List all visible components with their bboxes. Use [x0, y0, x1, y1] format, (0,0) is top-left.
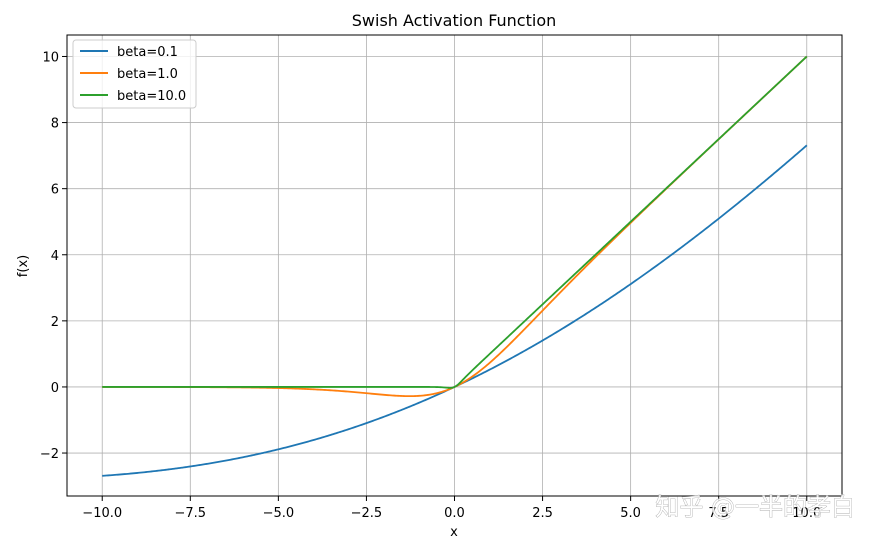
x-tick-label: −2.5	[351, 506, 383, 521]
y-tick-label: 8	[51, 117, 59, 132]
legend-label: beta=1.0	[117, 67, 178, 82]
y-tick-label: −2	[40, 447, 59, 462]
legend-label: beta=10.0	[117, 89, 186, 104]
x-axis-ticks: −10.0 −7.5 −5.0 −2.5 0.0 2.5 5.0 7.5 10.0	[82, 496, 821, 521]
y-tick-label: 2	[51, 315, 59, 330]
x-tick-label: −5.0	[263, 506, 295, 521]
series-line-beta-10-0	[102, 55, 808, 389]
x-tick-label: 7.5	[708, 506, 729, 521]
x-tick-label: −7.5	[175, 506, 207, 521]
y-tick-label: 10	[42, 50, 59, 65]
x-tick-label: 10.0	[792, 506, 821, 521]
watermark: 知乎 @一半的孝白	[655, 493, 855, 521]
x-tick-label: 0.0	[444, 506, 465, 521]
series-layer	[102, 55, 808, 477]
y-axis-label: f(x)	[16, 255, 31, 277]
y-tick-label: 0	[51, 381, 59, 396]
chart-title: Swish Activation Function	[352, 11, 557, 30]
y-tick-label: 6	[51, 183, 59, 198]
x-axis-label: x	[450, 525, 458, 540]
legend-label: beta=0.1	[117, 45, 178, 60]
y-axis-ticks: −2 0 2 4 6 8 10	[40, 50, 67, 462]
legend: beta=0.1 beta=1.0 beta=10.0	[72, 39, 197, 109]
x-tick-label: −10.0	[82, 506, 122, 521]
legend-box	[72, 39, 197, 109]
y-tick-label: 4	[51, 249, 59, 264]
x-tick-label: 5.0	[620, 506, 641, 521]
x-tick-label: 2.5	[532, 506, 553, 521]
